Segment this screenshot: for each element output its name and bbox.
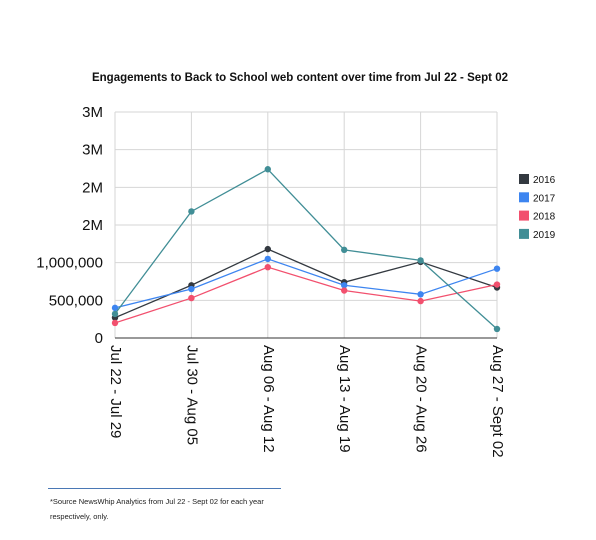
data-point-2018 (111, 319, 119, 327)
y-tick-label: 1,000,000 (36, 255, 103, 272)
data-point-2018 (264, 263, 271, 271)
y-tick-label: 500,000 (49, 292, 103, 309)
y-tick-label: 3M (82, 104, 103, 121)
x-tick-label: Aug 27 - Sept 02 (489, 345, 506, 458)
x-tick-label: Jul 30 - Aug 05 (183, 345, 200, 445)
legend-swatch (519, 210, 529, 221)
data-point-2018 (188, 294, 195, 302)
footnote: *Source NewsWhip Analytics from Jul 22 -… (50, 497, 264, 521)
x-tick-label: Aug 13 - Aug 19 (336, 345, 353, 453)
data-point-2019 (111, 310, 119, 318)
legend-label: 2019 (533, 230, 556, 241)
series (111, 166, 501, 333)
y-tick-label: 0 (95, 330, 103, 347)
data-point-2018 (493, 281, 501, 288)
data-point-2017 (417, 291, 424, 298)
data-point-2017 (264, 255, 271, 263)
x-tick-label: Jul 22 - Jul 29 (107, 345, 124, 438)
legend-swatch (519, 174, 529, 184)
chart-title: Engagements to Back to School web conten… (92, 72, 508, 84)
data-point-2017 (493, 265, 501, 272)
data-point-2017 (188, 285, 195, 293)
legend-label: 2016 (533, 175, 556, 186)
data-point-2017 (111, 304, 119, 312)
data-point-2018 (417, 297, 424, 305)
series-line-2017 (114, 258, 498, 309)
gridlines (114, 111, 498, 338)
data-point-2019 (341, 246, 348, 254)
axes: 0 500,000 1,000,000 2M 2M 3M 3M Jul 22 - Jul 29… (36, 104, 506, 458)
legend: 2016 2017 2018 2019 (519, 174, 556, 241)
data-point-2018 (341, 287, 348, 294)
x-tick-label: Aug 20 - Aug 26 (413, 345, 430, 453)
legend-swatch (519, 228, 529, 239)
data-point-2017 (341, 282, 348, 289)
data-point-2019 (188, 208, 195, 215)
series-line-2018 (114, 266, 498, 324)
legend-swatch (519, 192, 529, 203)
footnote-divider (48, 488, 281, 489)
legend-label: 2018 (533, 212, 556, 223)
data-point-2016 (264, 245, 271, 253)
data-point-2019 (417, 257, 424, 264)
legend-label: 2017 (533, 193, 556, 204)
x-tick-label: Aug 06 - Aug 12 (260, 345, 277, 453)
series-line-2019 (114, 168, 498, 330)
y-tick-label: 2M (82, 217, 103, 234)
data-point-2019 (264, 166, 271, 173)
y-tick-label: 2M (82, 179, 103, 196)
series-line-2016 (114, 248, 498, 319)
y-tick-label: 3M (82, 142, 103, 159)
data-point-2019 (493, 325, 501, 333)
